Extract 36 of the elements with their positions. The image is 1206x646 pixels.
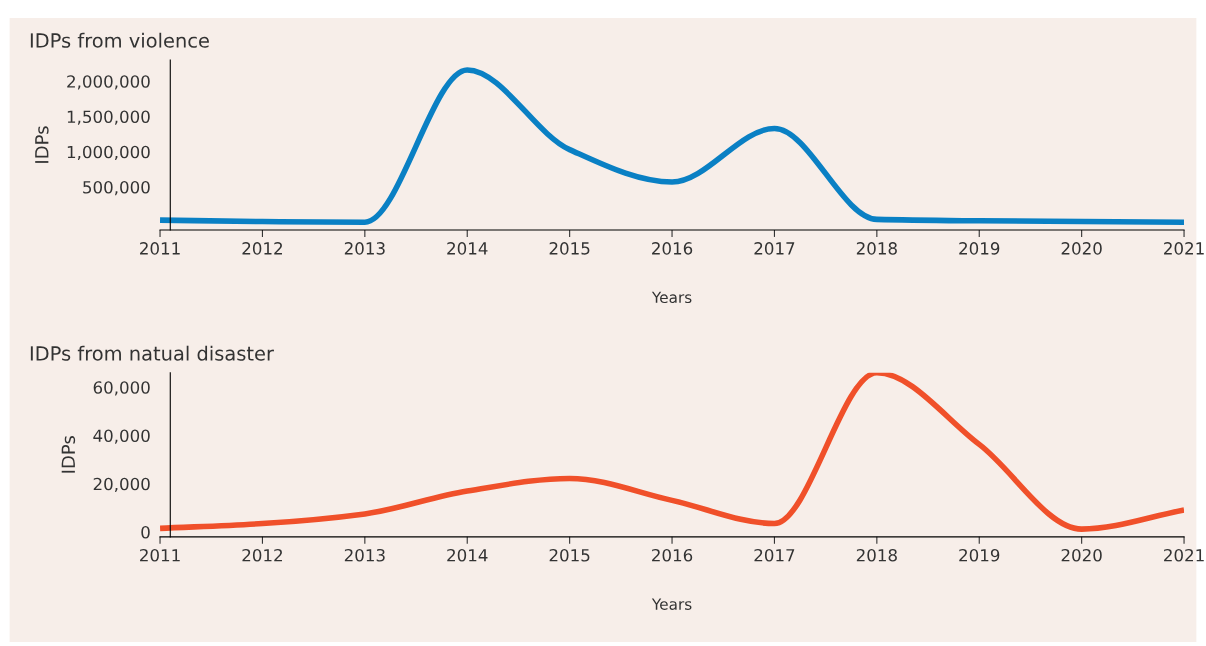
- y-tick-label: 500,000: [83, 180, 150, 196]
- x-axis-title: Years: [651, 598, 692, 610]
- x-tick-label: 2018: [856, 548, 897, 562]
- y-tick-label: 1,500,000: [67, 110, 150, 125]
- x-axis-title: Years: [651, 291, 692, 304]
- x-tick-label: 2011: [140, 548, 180, 562]
- x-tick-label: 2013: [344, 242, 385, 255]
- x-tick-label: 2015: [549, 242, 590, 255]
- y-axis-title: IDPs: [35, 126, 49, 163]
- x-tick-label: 2012: [242, 242, 282, 255]
- x-tick-label: 2020: [1061, 548, 1102, 562]
- x-tick-label: 2021: [1164, 548, 1204, 562]
- x-tick-label: 2014: [447, 548, 488, 562]
- x-tick-label: 2011: [140, 242, 180, 255]
- x-tick-label: 2016: [652, 548, 693, 562]
- chart-title: IDPs from violence: [30, 32, 209, 48]
- x-tick-label: 2021: [1164, 242, 1204, 255]
- y-tick-label: 40,000: [93, 429, 150, 444]
- x-tick-label: 2019: [959, 548, 1000, 562]
- y-tick-label: 0: [141, 525, 150, 539]
- x-tick-label: 2015: [549, 548, 590, 562]
- y-axis-title: IDPs: [61, 436, 76, 473]
- y-tick-label: 60,000: [93, 381, 150, 396]
- x-tick-label: 2016: [652, 242, 693, 255]
- x-tick-label: 2017: [754, 242, 795, 255]
- x-tick-label: 2017: [754, 548, 795, 562]
- y-tick-label: 1,000,000: [67, 145, 150, 160]
- x-tick-label: 2019: [959, 242, 1000, 255]
- x-tick-label: 2018: [856, 242, 897, 255]
- x-tick-label: 2012: [242, 548, 282, 562]
- x-tick-label: 2014: [447, 242, 488, 255]
- chart-title: IDPs from natual disaster: [30, 345, 274, 361]
- x-tick-label: 2013: [344, 548, 385, 562]
- y-tick-label: 2,000,000: [67, 75, 150, 90]
- x-tick-label: 2020: [1061, 242, 1102, 255]
- y-tick-label: 20,000: [93, 477, 150, 493]
